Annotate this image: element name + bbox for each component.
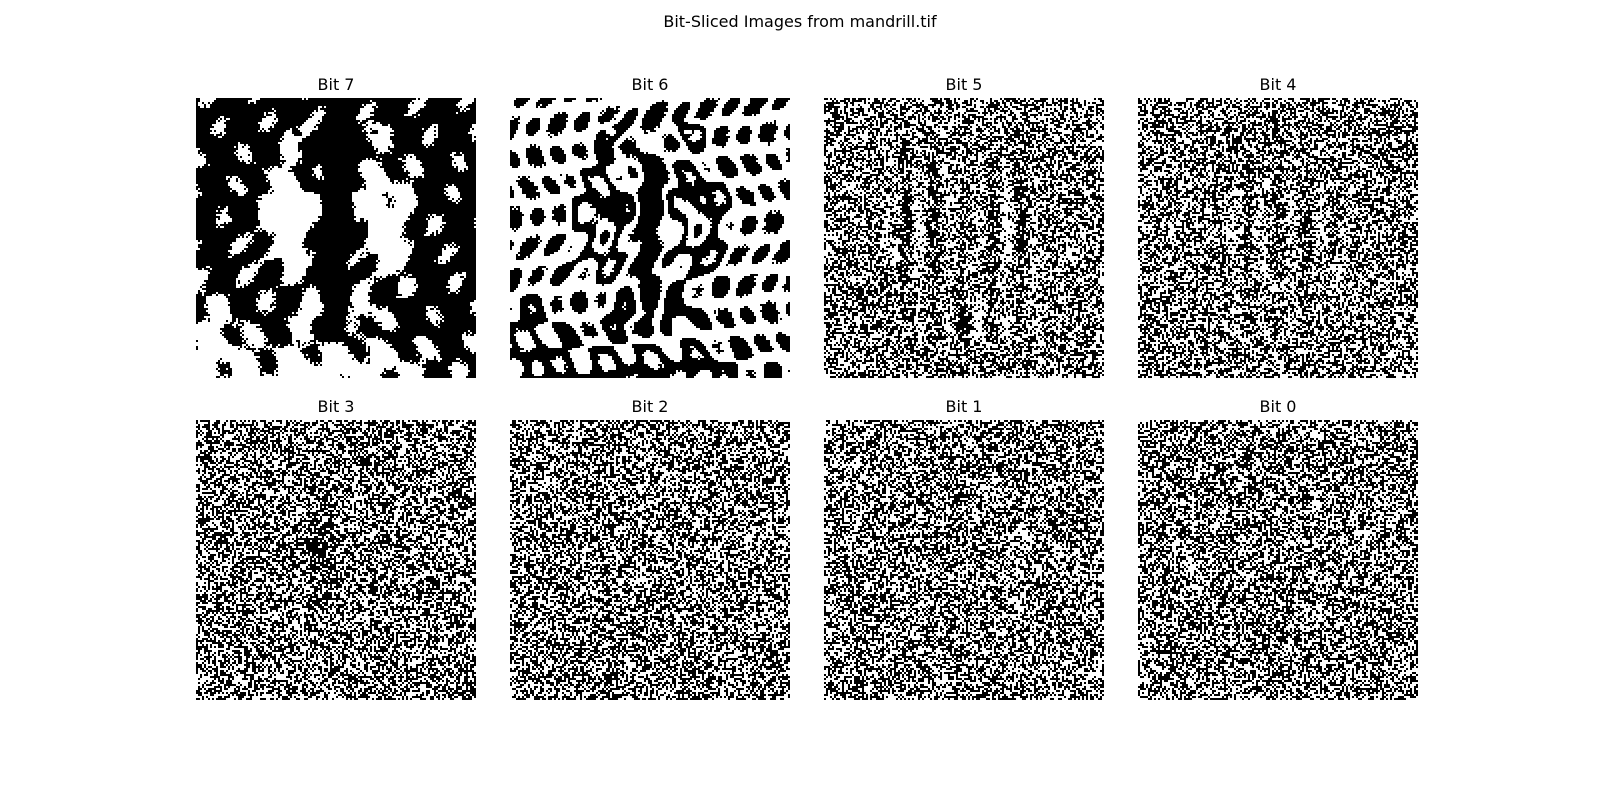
bit-plane-image-1 bbox=[824, 420, 1104, 700]
panel-title: Bit 6 bbox=[631, 75, 669, 94]
panel-title: Bit 7 bbox=[317, 75, 355, 94]
panel-title: Bit 3 bbox=[317, 397, 355, 416]
panel-title: Bit 0 bbox=[1259, 397, 1297, 416]
panel-title: Bit 5 bbox=[945, 75, 983, 94]
figure-title: Bit-Sliced Images from mandrill.tif bbox=[663, 12, 937, 31]
bit-plane-image-5 bbox=[824, 98, 1104, 378]
panel-title: Bit 1 bbox=[945, 397, 983, 416]
bit-plane-image-3 bbox=[196, 420, 476, 700]
bit-plane-image-0 bbox=[1138, 420, 1418, 700]
bit-plane-image-7 bbox=[196, 98, 476, 378]
panel-title: Bit 4 bbox=[1259, 75, 1297, 94]
bit-plane-image-4 bbox=[1138, 98, 1418, 378]
panel-title: Bit 2 bbox=[631, 397, 669, 416]
bit-plane-image-6 bbox=[510, 98, 790, 378]
bit-plane-image-2 bbox=[510, 420, 790, 700]
